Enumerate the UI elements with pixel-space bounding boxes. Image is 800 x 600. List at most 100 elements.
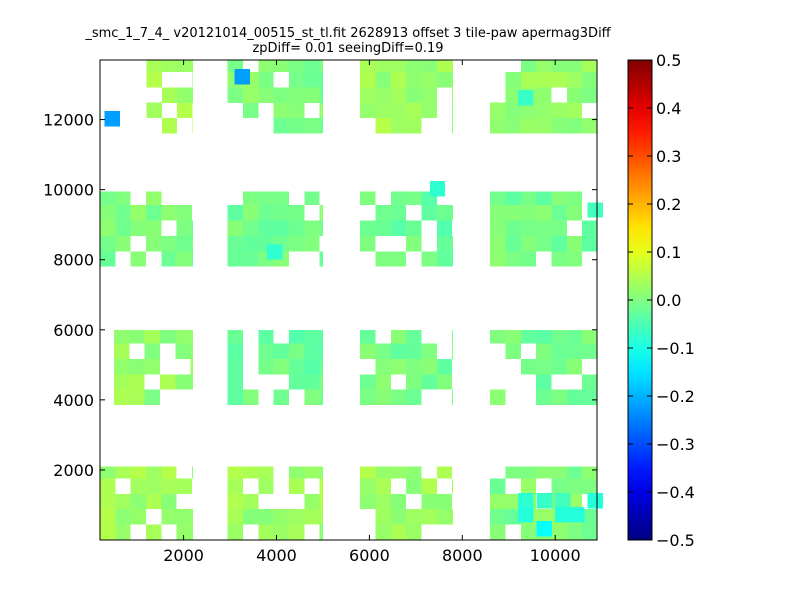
heatmap-cell: [227, 509, 244, 525]
heatmap-cell: [490, 235, 506, 252]
heatmap-cell: [390, 251, 407, 267]
colorbar-tick-label: 0.3: [656, 147, 681, 166]
heatmap-cell: [490, 524, 506, 540]
heatmap-cell: [304, 118, 320, 134]
heatmap-cell: [100, 493, 116, 510]
heatmap-cell: [406, 60, 422, 72]
heatmap-cell: [551, 466, 567, 479]
heatmap-cell: [566, 466, 583, 479]
x-tick-label: 10000: [530, 546, 581, 565]
heatmap-cell: [582, 524, 597, 540]
heatmap-cell: [100, 205, 116, 221]
heatmap-cell: [319, 102, 323, 119]
heatmap-cell: [566, 343, 583, 359]
heatmap-cell: [536, 235, 552, 252]
heatmap-cell: [452, 118, 454, 134]
heatmap-cell: [582, 466, 597, 479]
heatmap-cell: [319, 466, 323, 479]
heatmap-cell: [115, 466, 131, 479]
heatmap-cell: [375, 524, 391, 540]
heatmap-cell: [582, 60, 597, 72]
heatmap-cell: [227, 235, 244, 252]
heatmap-cell: [582, 478, 597, 494]
heatmap-cell: [191, 235, 193, 252]
heatmap-cell: [566, 493, 583, 510]
heatmap-cell: [145, 493, 162, 510]
heatmap-cell: [243, 509, 259, 525]
heatmap-cell: [390, 509, 407, 525]
heatmap-cell: [227, 220, 244, 236]
heatmap-cell: [130, 478, 146, 494]
colorbar-tick-label: −0.5: [656, 531, 695, 550]
heatmap-cell: [176, 478, 192, 494]
colorbar-tick-label: −0.1: [656, 339, 695, 358]
heatmap-cell: [390, 118, 407, 134]
heatmap-cell: [421, 493, 437, 510]
heatmap-cell-highlight: [518, 507, 534, 523]
heatmap-cell: [304, 329, 320, 344]
plot-area-frame: [99, 59, 598, 541]
heatmap-cell-highlight: [104, 111, 120, 127]
heatmap-cell: [421, 343, 437, 359]
y-tick-label: 6000: [53, 321, 94, 340]
heatmap-cell: [227, 478, 244, 494]
heatmap-cell: [258, 509, 274, 525]
heatmap-cell: [421, 102, 437, 119]
heatmap-cell: [304, 220, 320, 236]
heatmap-cell: [390, 329, 407, 344]
heatmap-cell-highlight: [536, 493, 552, 509]
heatmap-cell: [406, 235, 422, 252]
heatmap-cell: [421, 205, 437, 221]
heatmap-cell: [551, 358, 567, 375]
heatmap-cell: [130, 509, 146, 525]
x-tick-label: 4000: [256, 546, 297, 565]
y-tick-label: 8000: [53, 251, 94, 270]
heatmap-cell: [536, 466, 552, 479]
heatmap-cell: [258, 466, 274, 479]
heatmap-cell: [145, 478, 162, 494]
heatmap-cell-highlight: [555, 507, 571, 523]
chart-title-line-2: zpDiff= 0.01 seeingDiff=0.19: [252, 41, 443, 56]
heatmap-cell: [191, 509, 193, 525]
heatmap-cell: [177, 102, 193, 119]
heatmap-cell: [304, 191, 320, 206]
heatmap-cell: [566, 235, 583, 252]
heatmap-cell: [115, 235, 131, 252]
heatmap-cell: [582, 509, 597, 525]
heatmap-cell: [304, 509, 320, 525]
heatmap-cell: [319, 220, 323, 236]
heatmap-cell: [176, 205, 192, 221]
heatmap-cell: [375, 466, 391, 479]
heatmap-cell: [375, 71, 391, 88]
heatmap-cell: [319, 374, 323, 390]
heatmap-cell: [452, 102, 454, 119]
heatmap-cell: [406, 524, 422, 540]
heatmap-cell: [243, 251, 259, 267]
heatmap-cell: [161, 466, 177, 479]
heatmap-cell: [390, 524, 407, 540]
heatmap-cell: [505, 191, 521, 206]
heatmap-cell: [490, 102, 506, 119]
heatmap-cell: [551, 60, 567, 72]
heatmap-cell: [289, 220, 305, 236]
heatmap-cell: [319, 118, 323, 134]
heatmap-cell: [100, 478, 116, 494]
heatmap-cell-highlight: [569, 507, 585, 523]
heatmap-cell: [129, 389, 145, 406]
heatmap-cell: [258, 358, 274, 375]
heatmap-cell: [100, 251, 116, 267]
heatmap-cell: [436, 466, 453, 479]
heatmap-cell: [536, 87, 552, 103]
heatmap-cell: [227, 493, 244, 510]
heatmap-cell: [520, 524, 537, 540]
heatmap-cell: [161, 493, 177, 510]
heatmap-cell: [289, 118, 305, 134]
heatmap-cell: [390, 389, 407, 406]
heatmap-cell: [113, 389, 130, 406]
heatmap-cell: [421, 358, 437, 375]
heatmap-cell: [304, 343, 320, 359]
heatmap-cell: [551, 191, 567, 206]
heatmap-cell: [452, 251, 454, 267]
heatmap-cell: [176, 251, 192, 267]
heatmap-cell: [243, 220, 259, 236]
